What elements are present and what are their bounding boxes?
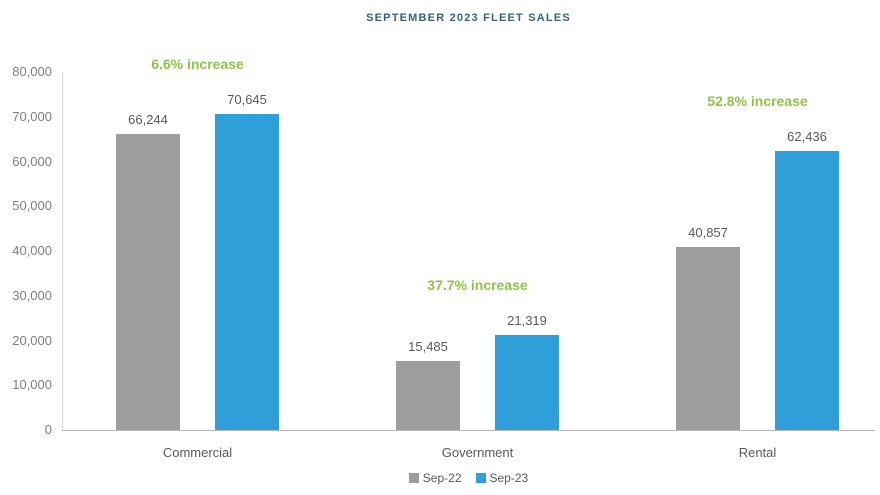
y-tick-label: 80,000 [12,64,52,79]
legend-swatch-icon [475,473,486,483]
legend-swatch-icon [408,473,419,483]
bar-group-commercial: 66,244 70,645 6.6% increase Commercial [116,56,279,460]
bar-value-label: 40,857 [688,225,728,241]
bar-sep-23-government: 21,319 [495,313,559,430]
bar-group-rental: 40,857 62,436 52.8% increase Rental [676,72,839,460]
y-tick-label: 40,000 [12,243,52,258]
legend-item-sep-22: Sep-22 [408,471,462,485]
groups: 66,244 70,645 6.6% increase Commercial 15,48… [62,56,875,460]
legend-item-sep-23: Sep-23 [475,471,529,485]
bar-value-label: 70,645 [227,91,267,107]
y-tick-label: 70,000 [12,108,52,124]
x-axis-line [62,430,875,431]
category-label-government: Government [441,445,514,460]
bar-value-label: 62,436 [787,128,827,144]
chart-title: SEPTEMBER 2023 FLEET SALES [366,12,571,24]
bar-sep-22-commercial: 66,244 [116,112,180,430]
legend-label: Sep-22 [422,471,462,485]
y-tick-label: 20,000 [12,332,52,348]
bar-sep-23-rental: 62,436 [775,129,839,430]
y-axis-line [62,72,63,430]
increase-annotation: 6.6% increase [151,55,244,72]
bar-sep-22-rental: 40,857 [676,225,740,430]
increase-annotation: 37.7% increase [427,276,528,293]
increase-annotation: 52.8% increase [707,92,808,109]
category-label-rental: Rental [738,445,777,460]
legend: Sep-22 Sep-23 [62,471,875,485]
y-tick-label: 0 [44,422,52,437]
bar-sep-22-government: 15,485 [396,339,460,430]
y-tick-label: 50,000 [12,198,52,214]
plot-area: 80,000 70,000 60,000 50,000 40,000 30,000 20,0… [12,56,875,460]
bar-value-label: 66,244 [128,111,168,127]
y-tick-label: 30,000 [12,287,52,303]
y-tick-label: 10,000 [12,377,52,393]
legend-label: Sep-23 [489,471,529,485]
y-axis: 80,000 70,000 60,000 50,000 40,000 30,000 20,0… [12,64,875,437]
bar-value-label: 15,485 [408,338,448,354]
bar-sep-23-commercial: 70,645 [215,92,279,430]
y-tick-label: 60,000 [12,153,52,169]
bar-value-label: 21,319 [507,312,547,328]
bar-group-government: 15,485 21,319 37.7% increase Government [396,72,559,460]
category-label-commercial: Commercial [162,445,233,460]
